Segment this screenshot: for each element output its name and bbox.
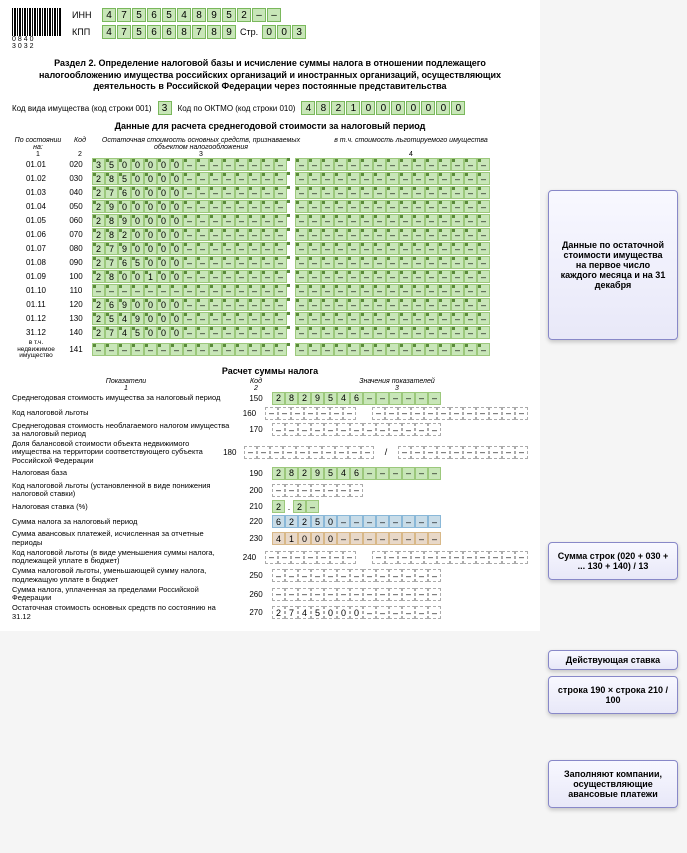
oktmo-label: Код по ОКТМО (код строки 010) [178, 104, 296, 113]
callout-advance: Заполняют компании, осуществляющие аванс… [548, 760, 678, 808]
imm-row: в т.ч. недвижимое имущество 141 ––––––––… [12, 340, 528, 360]
calc-head: Показатели1 Код2 Значения показателей3 [12, 378, 528, 392]
callout-rate: Действующая ставка [548, 650, 678, 670]
section-title: Раздел 2. Определение налоговой базы и и… [12, 58, 528, 93]
prop-code-label: Код вида имущества (код строки 001) [12, 104, 152, 113]
form-page: 0840 3032 ИНН 4756548952–– КПП 475668789… [0, 0, 540, 631]
header: 0840 3032 ИНН 4756548952–– КПП 475668789… [12, 8, 528, 50]
num-head: 1 2 3 4 [12, 151, 528, 158]
table-head: По состоянии на: Код Остаточная стоимост… [12, 137, 528, 151]
subtitle: Данные для расчета среднегодовой стоимос… [12, 121, 528, 131]
prop-code-cells: 3 [158, 101, 172, 115]
callout-residual: Данные по остаточной стоимости имущества… [548, 190, 678, 340]
kpp-label: КПП [72, 27, 102, 37]
callout-sum: Сумма строк (020 + 030 + ... 130 + 140) … [548, 542, 678, 580]
str-cells: 003 [262, 25, 306, 39]
data-rows: 01.010203500000–––––––––––––––––––––––01… [12, 158, 528, 339]
calc-rows: Среднегодовая стоимость имущества за нал… [12, 392, 528, 621]
kpp-cells: 475668789 [102, 25, 236, 39]
barcode: 0840 3032 [12, 8, 62, 50]
inn-cells: 4756548952–– [102, 8, 281, 22]
calc-title: Расчет суммы налога [12, 366, 528, 376]
str-label: Стр. [240, 27, 258, 37]
inn-label: ИНН [72, 10, 102, 20]
barcode-number: 0840 3032 [12, 36, 62, 50]
oktmo-cells: 48210000000 [301, 101, 465, 115]
callout-formula: строка 190 × строка 210 / 100 [548, 676, 678, 714]
